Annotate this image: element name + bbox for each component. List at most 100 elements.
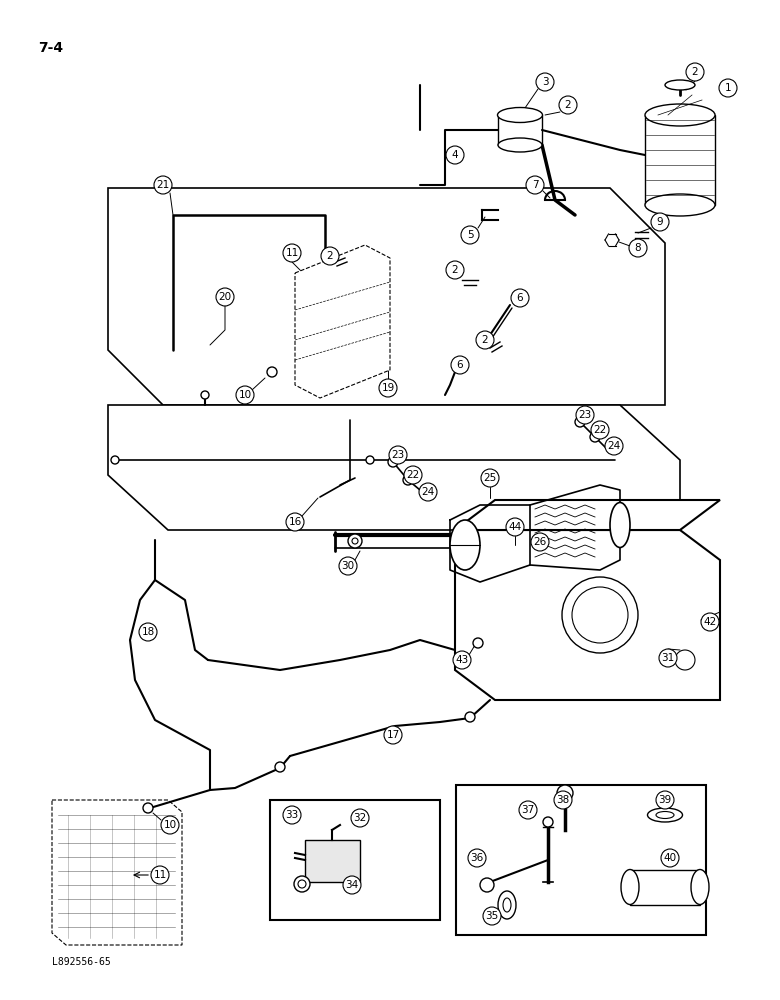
Ellipse shape — [498, 107, 543, 122]
Circle shape — [629, 239, 647, 257]
Text: 10: 10 — [164, 820, 176, 830]
Polygon shape — [108, 405, 680, 530]
Text: 31: 31 — [661, 653, 675, 663]
Circle shape — [605, 437, 623, 455]
Text: 2: 2 — [452, 265, 459, 275]
Text: 5: 5 — [466, 230, 473, 240]
Circle shape — [298, 880, 306, 888]
Circle shape — [656, 791, 674, 809]
Text: 7-4: 7-4 — [38, 41, 63, 55]
Circle shape — [343, 876, 361, 894]
Circle shape — [294, 876, 310, 892]
Text: 36: 36 — [470, 853, 484, 863]
Text: 44: 44 — [509, 522, 522, 532]
Circle shape — [559, 96, 577, 114]
Polygon shape — [108, 188, 665, 405]
Bar — [630, 870, 700, 905]
Circle shape — [686, 63, 704, 81]
Text: 35: 35 — [485, 911, 498, 921]
Bar — [456, 785, 706, 935]
Text: 2: 2 — [565, 100, 571, 110]
Text: 2: 2 — [327, 251, 333, 261]
Circle shape — [446, 146, 464, 164]
Circle shape — [111, 456, 119, 464]
Circle shape — [531, 533, 549, 551]
Circle shape — [465, 712, 475, 722]
Circle shape — [389, 446, 407, 464]
Ellipse shape — [691, 869, 709, 904]
Text: 42: 42 — [704, 617, 717, 627]
Bar — [305, 840, 360, 882]
Circle shape — [480, 878, 494, 892]
Text: 8: 8 — [635, 243, 641, 253]
Circle shape — [154, 176, 172, 194]
Text: 21: 21 — [156, 180, 169, 190]
Circle shape — [143, 803, 153, 813]
Text: 23: 23 — [579, 410, 591, 420]
Ellipse shape — [645, 104, 715, 126]
Text: 9: 9 — [657, 217, 663, 227]
Circle shape — [511, 289, 529, 307]
Circle shape — [476, 331, 494, 349]
Text: 18: 18 — [141, 627, 154, 637]
Ellipse shape — [647, 808, 682, 822]
Circle shape — [481, 469, 499, 487]
Circle shape — [286, 513, 304, 531]
Text: 37: 37 — [521, 805, 534, 815]
Ellipse shape — [656, 812, 674, 818]
Text: 4: 4 — [452, 150, 459, 160]
Text: 20: 20 — [218, 292, 232, 302]
Bar — [270, 800, 440, 920]
Circle shape — [675, 650, 695, 670]
Text: 39: 39 — [658, 795, 672, 805]
Text: 3: 3 — [541, 77, 548, 87]
Text: 10: 10 — [239, 390, 252, 400]
Circle shape — [576, 406, 594, 424]
Circle shape — [351, 809, 369, 827]
Ellipse shape — [450, 520, 480, 570]
Circle shape — [659, 649, 677, 667]
Text: 26: 26 — [534, 537, 547, 547]
Bar — [645, 115, 715, 205]
Ellipse shape — [645, 194, 715, 216]
Circle shape — [283, 806, 301, 824]
Ellipse shape — [665, 80, 695, 90]
Text: 2: 2 — [692, 67, 698, 77]
Text: 2: 2 — [482, 335, 488, 345]
Circle shape — [216, 288, 234, 306]
Text: 24: 24 — [608, 441, 621, 451]
Text: 16: 16 — [289, 517, 302, 527]
Circle shape — [348, 534, 362, 548]
Text: 6: 6 — [456, 360, 463, 370]
Text: 40: 40 — [664, 853, 676, 863]
Ellipse shape — [503, 898, 511, 912]
Polygon shape — [295, 245, 390, 398]
Text: 24: 24 — [421, 487, 434, 497]
Circle shape — [519, 801, 537, 819]
Text: 30: 30 — [342, 561, 355, 571]
Text: 22: 22 — [406, 470, 420, 480]
Circle shape — [419, 483, 437, 501]
Circle shape — [543, 817, 553, 827]
Text: 22: 22 — [594, 425, 607, 435]
Circle shape — [352, 538, 358, 544]
Circle shape — [404, 466, 422, 484]
Circle shape — [562, 577, 638, 653]
Circle shape — [161, 816, 179, 834]
Circle shape — [384, 726, 402, 744]
Circle shape — [591, 421, 609, 439]
Circle shape — [590, 432, 600, 442]
Text: L892556-65: L892556-65 — [52, 957, 111, 967]
Text: 38: 38 — [556, 795, 569, 805]
Text: 11: 11 — [154, 870, 167, 880]
Circle shape — [366, 456, 374, 464]
Text: 17: 17 — [386, 730, 399, 740]
Circle shape — [575, 417, 585, 427]
Circle shape — [453, 651, 471, 669]
Text: 32: 32 — [353, 813, 367, 823]
Circle shape — [403, 475, 413, 485]
Text: 43: 43 — [456, 655, 469, 665]
Text: 25: 25 — [484, 473, 497, 483]
Circle shape — [151, 866, 169, 884]
Circle shape — [379, 379, 397, 397]
